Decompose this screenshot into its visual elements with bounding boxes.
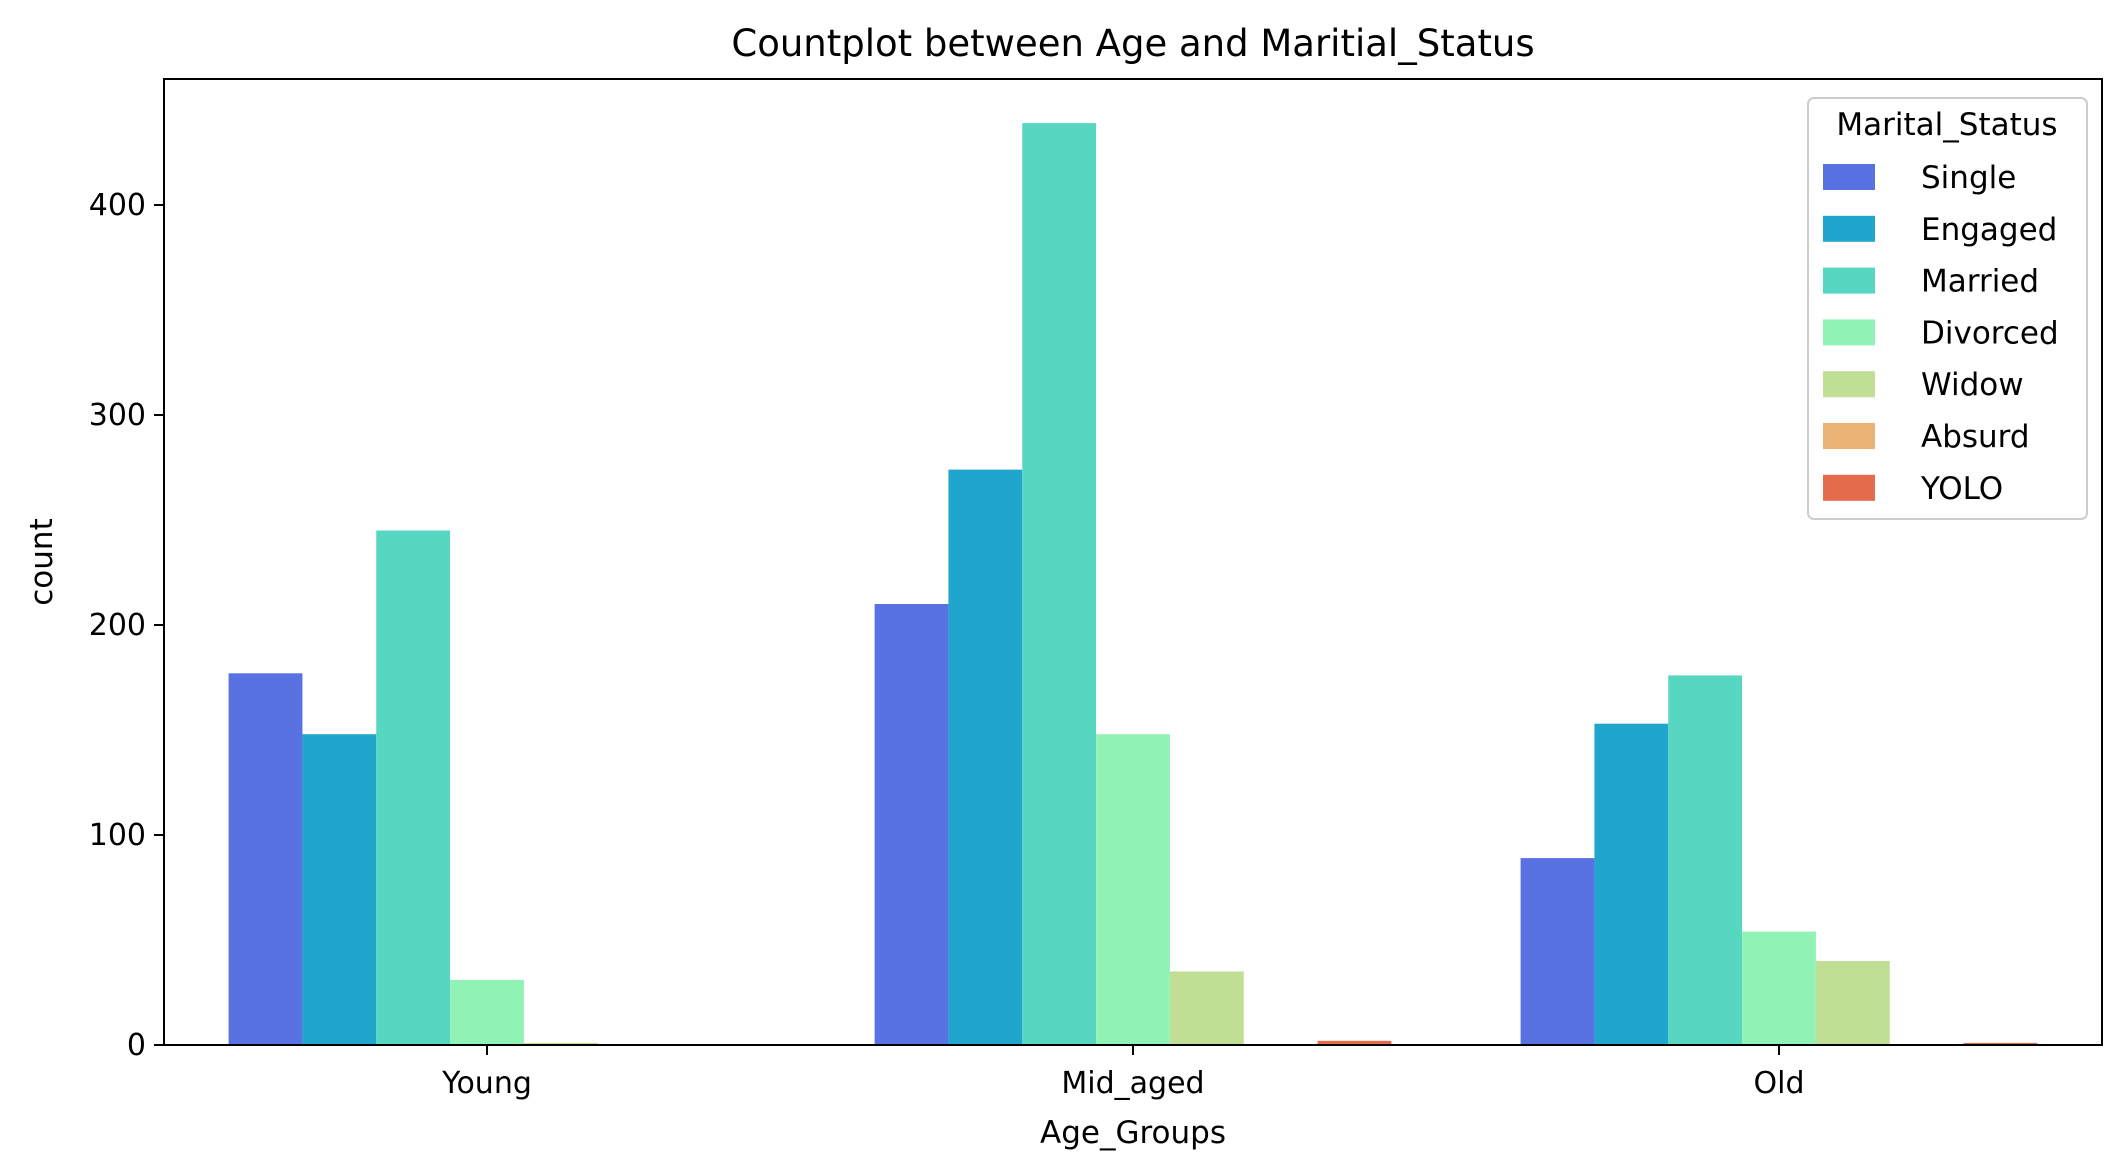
y-axis: 0 100 200 300 400: [89, 188, 164, 1063]
bar-engaged-old: [1594, 723, 1669, 1045]
legend-box: [1807, 97, 2088, 520]
legend-swatch-yolo: [1823, 474, 1875, 501]
bar-yolo-old: [1963, 1042, 2038, 1045]
y-tick-label: 400: [89, 188, 146, 223]
y-tick-label: 0: [127, 1028, 146, 1063]
y-tick-label: 300: [89, 398, 146, 433]
legend: Marital_Status Single Engaged Married Divor…: [1807, 97, 2088, 520]
legend-label-widow: Widow: [1921, 367, 2024, 403]
legend-label-yolo: YOLO: [1920, 471, 2003, 507]
bar-married-mid_aged: [1022, 123, 1097, 1046]
x-tick-label: Mid_aged: [1061, 1066, 1204, 1101]
legend-swatch-single: [1823, 164, 1875, 190]
legend-swatch-widow: [1823, 371, 1875, 398]
legend-label-divorced: Divorced: [1921, 315, 2059, 351]
bar-widow-old: [1815, 961, 1890, 1045]
y-tick-label: 100: [89, 818, 146, 853]
bar-married-old: [1668, 675, 1743, 1045]
bar-widow-young: [523, 1042, 598, 1045]
x-axis: Young Mid_aged Old: [441, 1045, 1805, 1101]
y-tick-label: 200: [89, 608, 146, 643]
chart-title: Countplot between Age and Maritial_Statu…: [731, 22, 1534, 65]
legend-swatch-engaged: [1823, 215, 1875, 242]
bar-yolo-mid_aged: [1317, 1040, 1392, 1045]
y-axis-label: count: [24, 518, 60, 605]
bar-engaged-mid_aged: [948, 469, 1023, 1046]
legend-label-absurd: Absurd: [1921, 419, 2030, 455]
bar-single-mid_aged: [874, 604, 949, 1045]
x-tick-label: Old: [1754, 1066, 1805, 1101]
bar-divorced-young: [450, 979, 524, 1045]
bar-divorced-mid_aged: [1096, 734, 1170, 1045]
legend-label-married: Married: [1921, 264, 2039, 300]
bar-single-old: [1520, 858, 1595, 1045]
bar-divorced-old: [1742, 931, 1816, 1045]
legend-swatch-absurd: [1823, 423, 1875, 449]
bar-married-young: [376, 530, 451, 1045]
legend-title: Marital_Status: [1836, 107, 2057, 143]
bar-single-young: [228, 673, 303, 1045]
bar-widow-mid_aged: [1169, 971, 1244, 1045]
legend-swatch-divorced: [1823, 319, 1875, 346]
x-axis-label: Age_Groups: [1040, 1115, 1226, 1151]
legend-swatch-married: [1823, 267, 1875, 294]
bars-group: [228, 123, 2038, 1046]
bar-engaged-young: [302, 734, 377, 1045]
x-tick-label: Young: [441, 1066, 532, 1101]
legend-label-engaged: Engaged: [1921, 212, 2057, 248]
legend-items: Single Engaged Married Divorced Widow Absurd Y…: [1823, 160, 2059, 507]
legend-label-single: Single: [1921, 160, 2016, 196]
